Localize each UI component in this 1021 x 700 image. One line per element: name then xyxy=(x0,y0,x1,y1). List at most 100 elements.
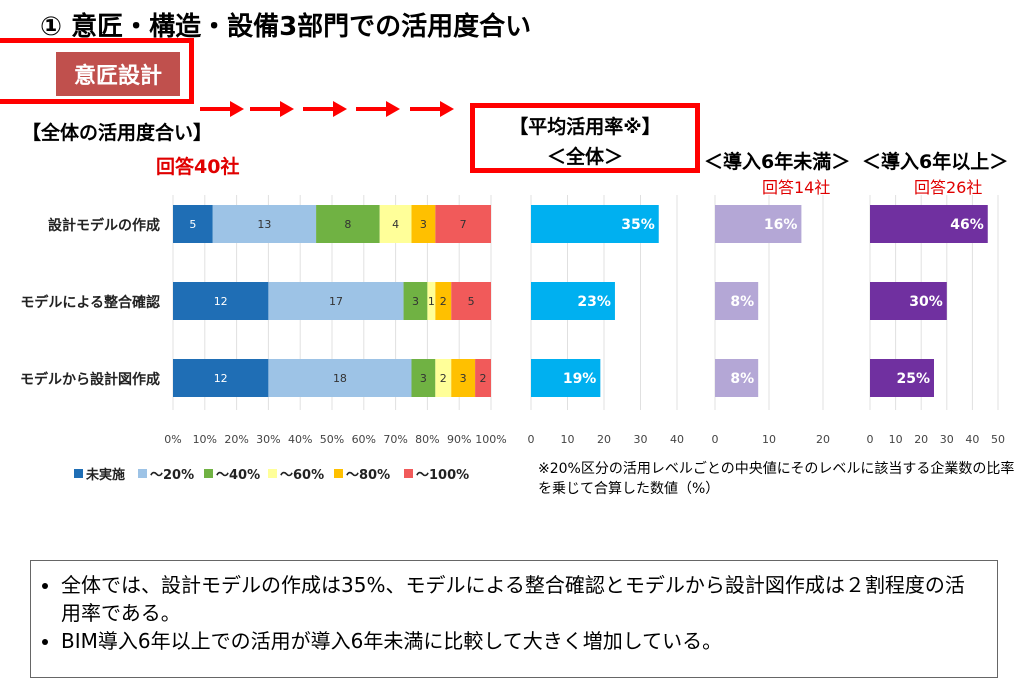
stacked-bar-segment xyxy=(475,359,491,397)
segment-value-label: 13 xyxy=(257,218,271,231)
average-panel-subtitle: ＜全体＞ xyxy=(546,146,623,168)
category-label: 設計モデルの作成 xyxy=(48,217,160,234)
bar-value-label: 25% xyxy=(896,371,930,387)
summary-item: BIM導入6年以上での活用が導入6年未満に比較して大きく増加している。 xyxy=(61,627,983,655)
bar xyxy=(870,282,947,320)
stacked-bar-segment xyxy=(173,205,213,243)
stacked-bar-segment xyxy=(411,359,436,397)
segment-value-label: 5 xyxy=(189,218,196,231)
x-tick-label: 30% xyxy=(256,433,280,446)
x-tick-label: 0% xyxy=(164,433,181,446)
x-tick-label: 40 xyxy=(965,433,979,446)
arrow-icon xyxy=(386,101,400,117)
bar xyxy=(715,205,802,243)
segment-value-label: 3 xyxy=(412,295,419,308)
segment-value-label: 3 xyxy=(460,372,467,385)
segment-value-label: 4 xyxy=(392,218,399,231)
segment-value-label: 18 xyxy=(333,372,347,385)
x-tick-label: 0 xyxy=(528,433,535,446)
x-tick-label: 30 xyxy=(940,433,954,446)
x-tick-label: 20% xyxy=(224,433,248,446)
average-highlight-box xyxy=(470,103,700,173)
average-panel-title: 【平均活用率※】 xyxy=(509,116,661,138)
bar-value-label: 8% xyxy=(730,294,754,310)
segment-value-label: 2 xyxy=(440,372,447,385)
bar-value-label: 19% xyxy=(563,371,597,387)
x-tick-label: 10% xyxy=(193,433,217,446)
stacked-bar-segment xyxy=(451,282,491,320)
segment-value-label: 7 xyxy=(460,218,467,231)
stacked-bar-segment xyxy=(435,359,452,397)
bar-value-label: 16% xyxy=(764,217,798,233)
segment-value-label: 3 xyxy=(420,218,427,231)
legend-label: ～60% xyxy=(280,468,324,483)
segment-value-label: 17 xyxy=(329,295,343,308)
x-tick-label: 90% xyxy=(447,433,471,446)
stacked-bar-segment xyxy=(173,282,269,320)
summary-box: 全体では、設計モデルの作成は35%、モデルによる整合確認とモデルから設計図作成は… xyxy=(30,560,998,678)
stacked-bar-segment xyxy=(427,282,436,320)
arrow-icon xyxy=(333,101,347,117)
segment-value-label: 2 xyxy=(480,372,487,385)
legend-swatch xyxy=(74,469,83,478)
bar xyxy=(531,205,659,243)
bar xyxy=(715,282,759,320)
bar xyxy=(870,205,988,243)
bar xyxy=(531,359,601,397)
arrow-icon xyxy=(280,101,294,117)
group-count-under6: 回答14社 xyxy=(762,178,831,197)
stacked-bar-segment xyxy=(173,359,269,397)
x-tick-label: 40% xyxy=(288,433,312,446)
segment-value-label: 2 xyxy=(440,295,447,308)
bar-value-label: 35% xyxy=(621,217,655,233)
segment-value-label: 1 xyxy=(428,295,435,308)
summary-item: 全体では、設計モデルの作成は35%、モデルによる整合確認とモデルから設計図作成は… xyxy=(61,571,983,627)
x-tick-label: 0 xyxy=(867,433,874,446)
bar-value-label: 23% xyxy=(577,294,611,310)
segment-value-label: 12 xyxy=(214,372,228,385)
bar xyxy=(870,359,934,397)
legend-label: 未実施 xyxy=(85,467,125,483)
department-label: 意匠設計 xyxy=(56,52,180,96)
stacked-bar-segment xyxy=(403,282,428,320)
arrow-icon xyxy=(230,101,244,117)
legend-swatch xyxy=(404,469,413,478)
x-tick-label: 80% xyxy=(415,433,439,446)
x-tick-label: 70% xyxy=(383,433,407,446)
section-label: 【全体の活用度合い】 xyxy=(22,122,213,144)
footnote: ※20%区分の活用レベルごとの中央値にそのレベルに該当する企業数の比率を乗じて合… xyxy=(538,461,1015,497)
legend-label: ～20% xyxy=(150,468,194,483)
stacked-bar-segment xyxy=(316,205,380,243)
stacked-bar-segment xyxy=(435,282,452,320)
legend-label: ～100% xyxy=(416,468,469,483)
bar xyxy=(715,359,759,397)
x-tick-label: 50% xyxy=(320,433,344,446)
legend-swatch xyxy=(138,469,147,478)
stacked-bar-segment xyxy=(268,282,404,320)
group-title-under6: ＜導入6年未満＞ xyxy=(704,151,851,173)
stacked-bar-segment xyxy=(379,205,412,243)
bar-value-label: 8% xyxy=(730,371,754,387)
category-label: モデルから設計図作成 xyxy=(20,371,160,388)
category-label: モデルによる整合確認 xyxy=(20,294,160,311)
legend-swatch xyxy=(334,469,343,478)
bar-value-label: 30% xyxy=(909,294,943,310)
x-tick-label: 50 xyxy=(991,433,1005,446)
bar xyxy=(531,282,615,320)
legend-label: ～80% xyxy=(346,468,390,483)
segment-value-label: 3 xyxy=(420,372,427,385)
x-tick-label: 30 xyxy=(634,433,648,446)
group-title-over6: ＜導入6年以上＞ xyxy=(862,151,1009,173)
x-tick-label: 10 xyxy=(561,433,575,446)
stacked-bar-segment xyxy=(435,205,491,243)
legend-swatch xyxy=(268,469,277,478)
x-tick-label: 20 xyxy=(914,433,928,446)
page-title: ① 意匠・構造・設備3部門での活用度合い xyxy=(40,12,532,42)
arrow-icon xyxy=(440,101,454,117)
x-tick-label: 100% xyxy=(475,433,506,446)
segment-value-label: 12 xyxy=(214,295,228,308)
responses-count-all: 回答40社 xyxy=(156,156,240,178)
segment-value-label: 8 xyxy=(344,218,351,231)
x-tick-label: 0 xyxy=(712,433,719,446)
